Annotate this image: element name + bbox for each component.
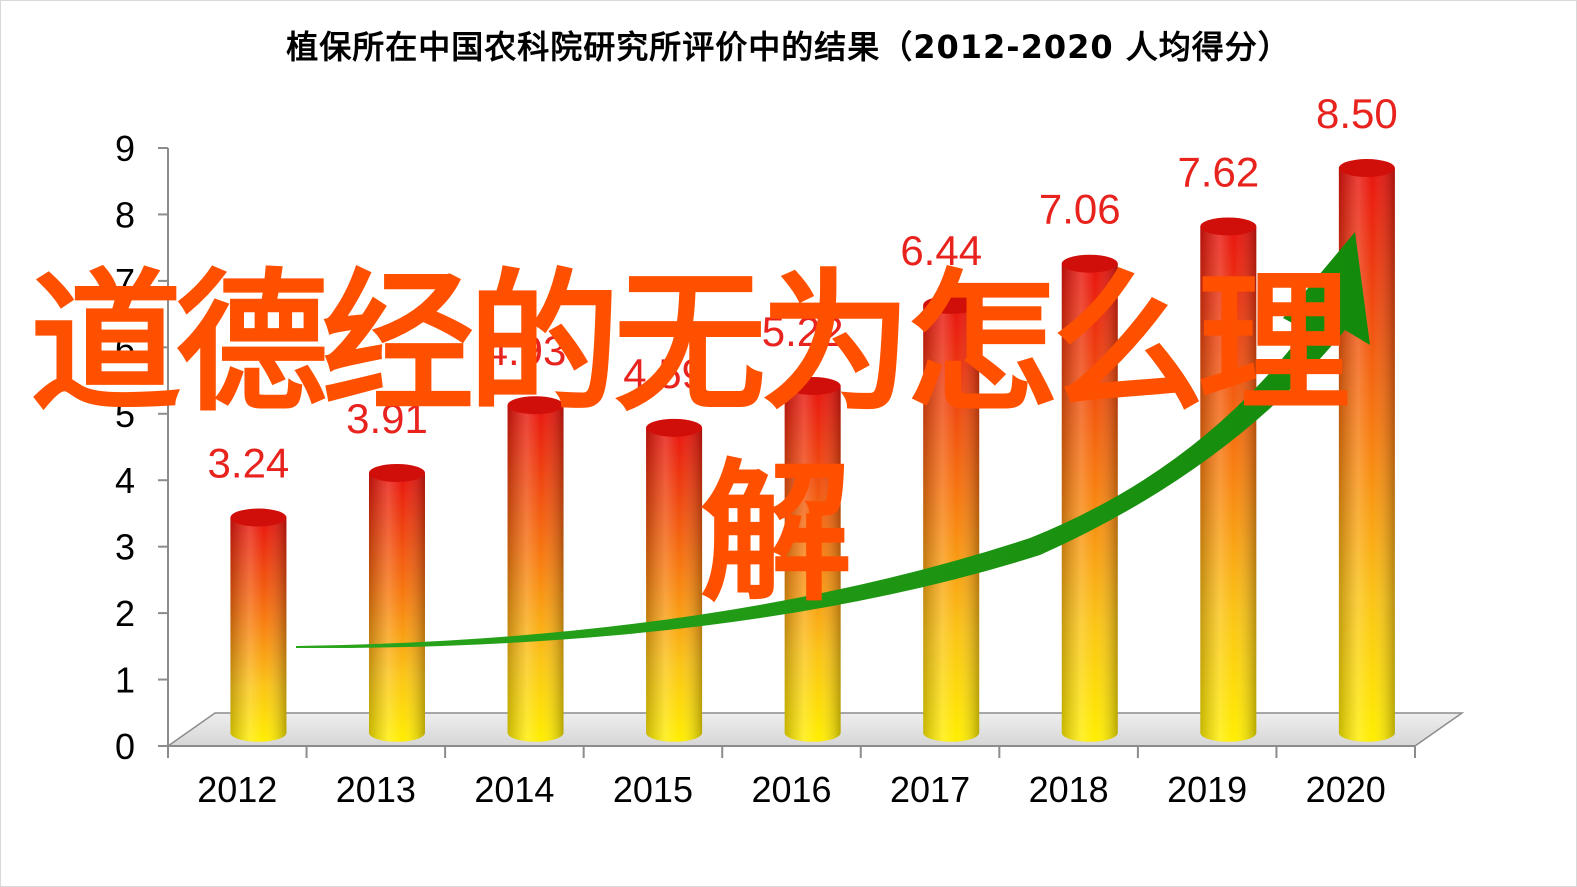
y-axis-ticks: 0 1 2 3 4 5 6 7 8 9 [115,128,168,767]
x-tick-label: 2012 [197,769,277,810]
bar-cap [368,464,425,483]
overlay-text-line1: 道德经的无为怎么理 [30,255,1350,432]
bar-shading [507,405,564,742]
x-tick-label: 2020 [1306,769,1386,810]
x-tick-label: 2016 [751,769,831,810]
y-tick-label: 1 [115,660,135,701]
bar [507,396,564,742]
bar [230,508,287,742]
bar-shading [1061,263,1118,742]
bar-cap [923,295,980,314]
overlay-text-line2: 解 [700,445,852,622]
x-tick-label: 2014 [474,769,554,810]
data-label: 6.44 [900,227,982,274]
bar-shading [923,304,980,742]
data-labels: 3.24 3.91 4.93 4.59 5.22 6.44 7.06 7.62 8.50 [208,90,1398,486]
bar-cap [230,508,287,527]
bar-shading [646,427,703,742]
bar-cap [1200,217,1257,236]
bar [784,376,841,742]
bar-cap [507,396,564,415]
y-tick-label: 6 [115,327,135,368]
y-tick-label: 4 [115,460,135,501]
x-tick-label: 2019 [1167,769,1247,810]
y-tick-label: 8 [115,194,135,235]
x-tick-label: 2015 [613,769,693,810]
x-axis-ticks: 2012 2013 2014 2015 2016 2017 2018 2019 2020 [167,746,1416,810]
chart-title: 植保所在中国农科院研究所评价中的结果（2012-2020 人均得分） [286,28,1291,66]
bar-cap [646,418,703,437]
x-tick-label: 2017 [890,769,970,810]
bar-cap [784,376,841,395]
y-tick-label: 2 [115,593,135,634]
data-label: 8.50 [1316,90,1398,137]
bar-shading [784,385,841,742]
data-label: 3.24 [208,440,290,487]
bar [1200,217,1257,742]
data-label: 5.22 [762,308,844,355]
data-label: 4.93 [485,327,567,374]
bar-shading [1200,226,1257,742]
bar-shading [368,473,425,742]
bar [368,464,425,742]
bar [646,418,703,742]
data-label: 7.62 [1177,148,1259,195]
y-tick-label: 5 [115,394,135,435]
bar-cap [1338,159,1395,178]
y-tick-label: 7 [115,261,135,302]
bar-cap [1061,254,1118,273]
data-label: 3.91 [346,395,428,442]
bar [1061,254,1118,742]
x-tick-label: 2013 [336,769,416,810]
bar-shading [230,517,287,742]
data-label: 4.59 [623,350,705,397]
data-label: 7.06 [1039,186,1121,233]
y-tick-label: 0 [115,726,135,767]
y-tick-label: 3 [115,527,135,568]
x-tick-label: 2018 [1029,769,1109,810]
y-tick-label: 9 [115,128,135,169]
bar [923,295,980,742]
